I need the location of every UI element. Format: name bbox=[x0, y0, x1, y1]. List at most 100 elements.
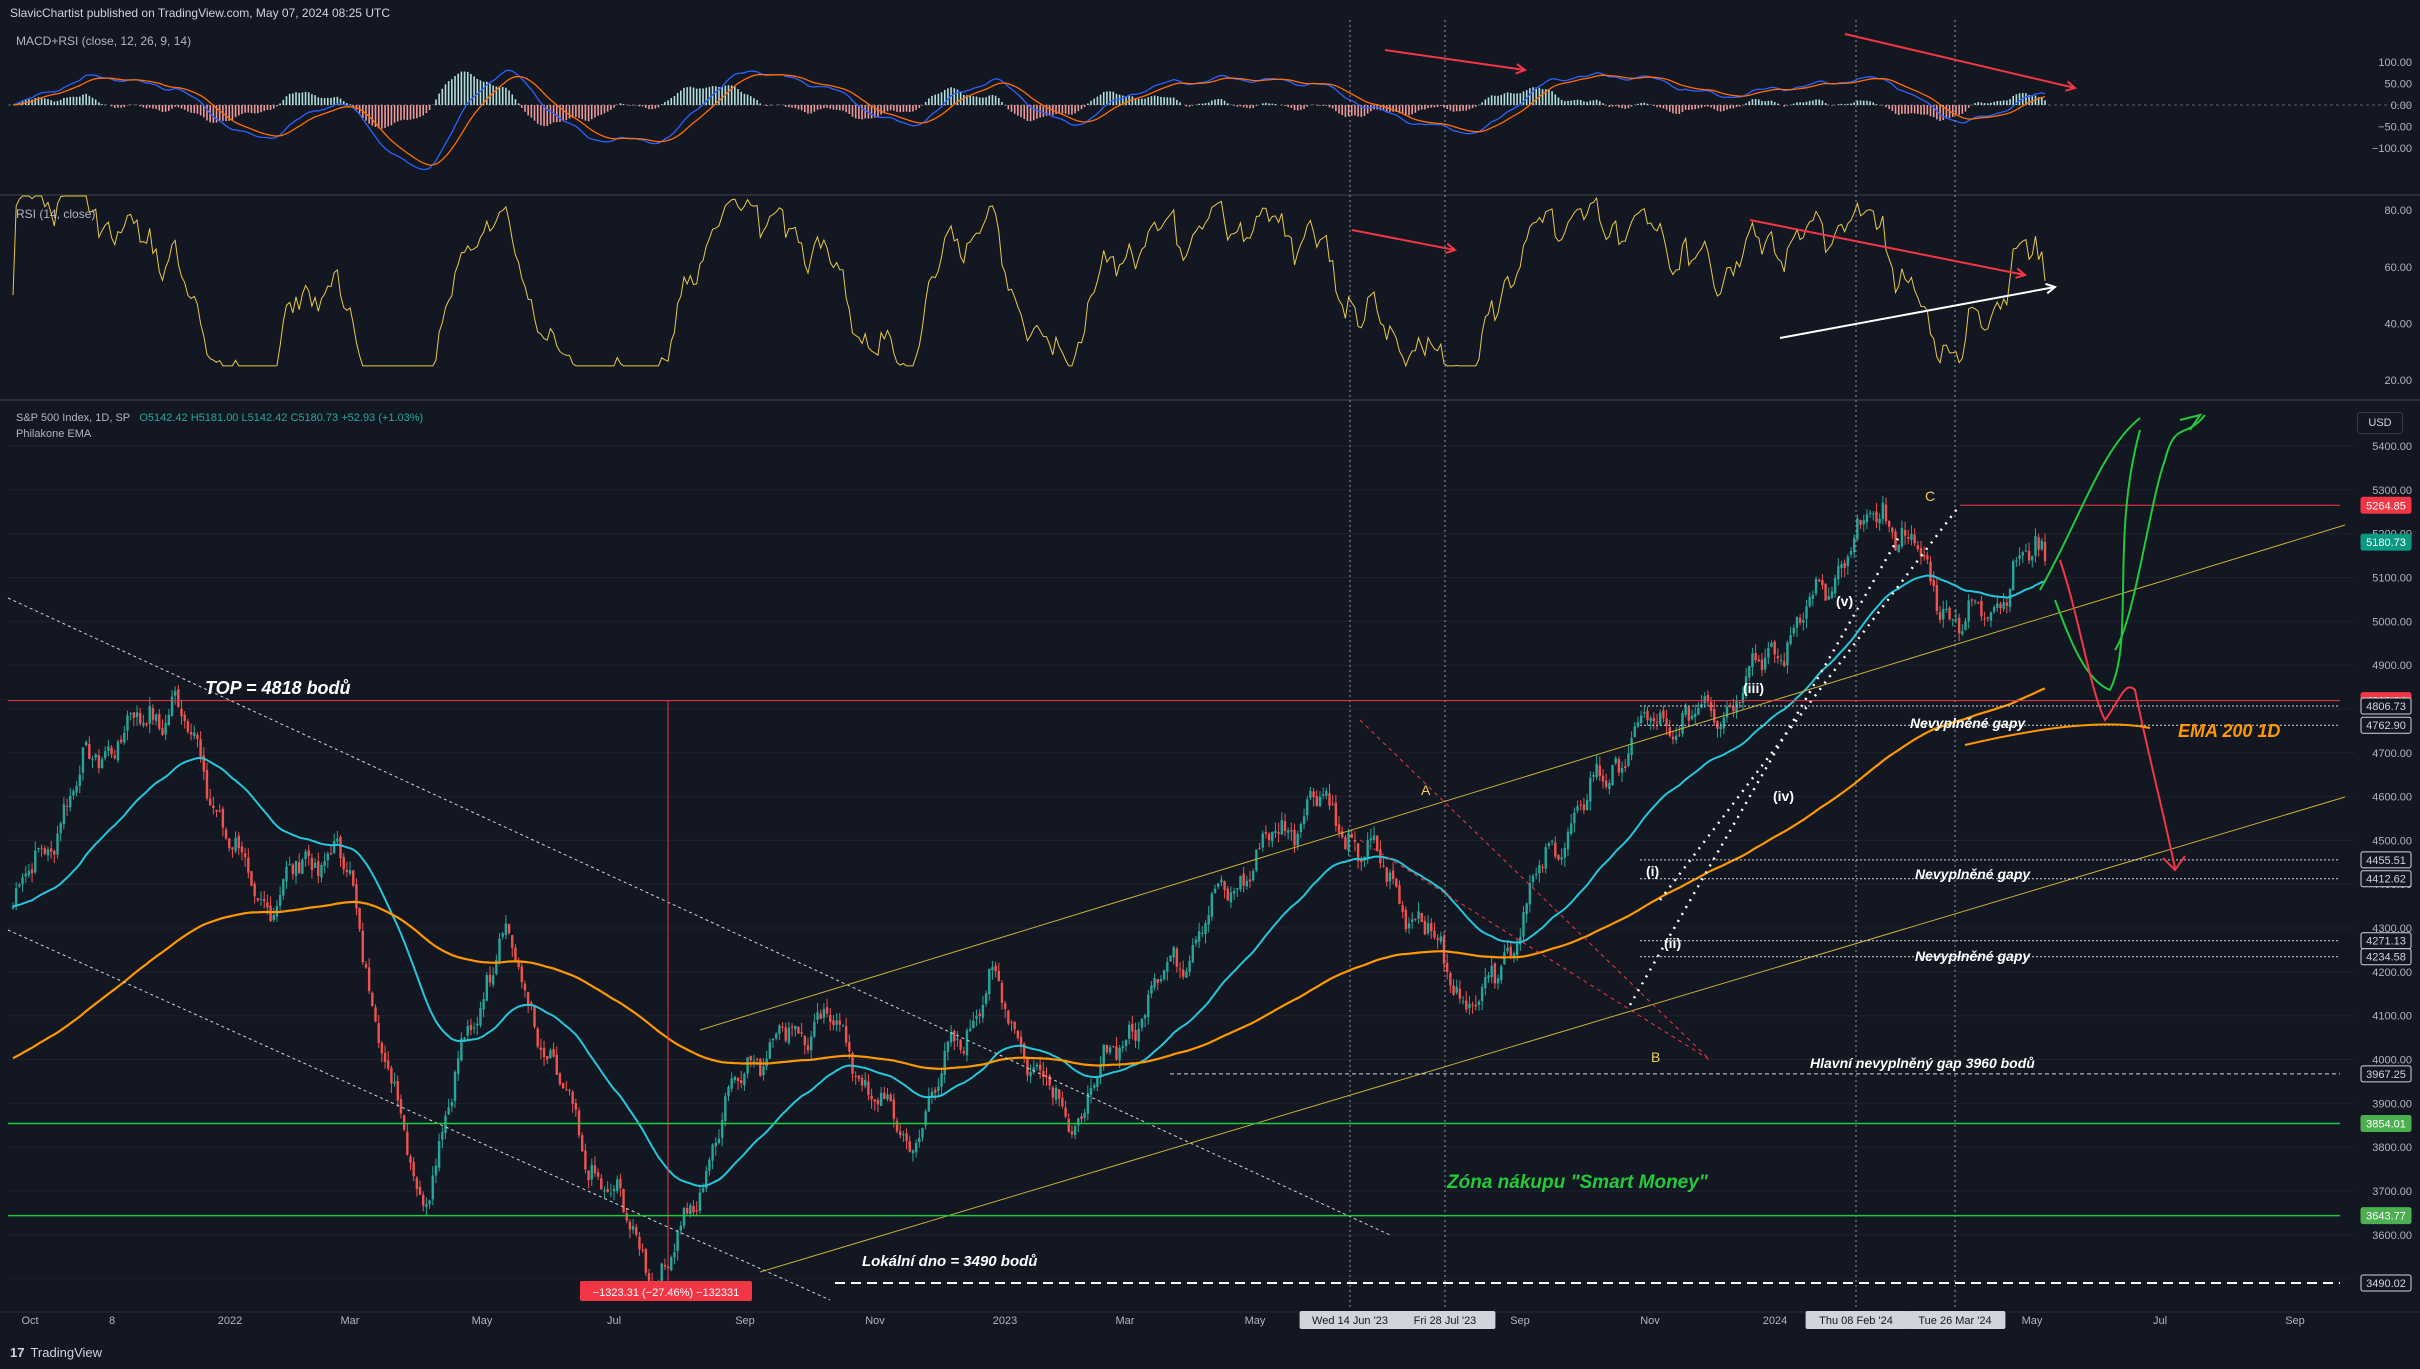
candle bbox=[208, 798, 212, 806]
ascending-channel-bottom bbox=[759, 796, 2346, 1273]
candle bbox=[498, 938, 501, 962]
candle bbox=[1859, 519, 1862, 525]
price-tick-label: 4200.00 bbox=[2372, 967, 2412, 979]
candle bbox=[1986, 617, 1989, 619]
time-tick-label: May bbox=[1245, 1315, 1266, 1327]
candle bbox=[380, 1042, 384, 1054]
rsi-tick-label: 20.00 bbox=[2384, 375, 2412, 387]
candle bbox=[1331, 804, 1334, 806]
candle bbox=[526, 992, 530, 1005]
candle bbox=[590, 1164, 593, 1180]
candle bbox=[1347, 832, 1350, 851]
candle bbox=[1728, 705, 1732, 707]
candle bbox=[1713, 708, 1716, 723]
candle bbox=[504, 923, 508, 935]
candle bbox=[110, 747, 113, 755]
candle bbox=[2002, 602, 2005, 609]
candle bbox=[552, 1049, 555, 1057]
candle bbox=[1067, 1118, 1070, 1132]
candle bbox=[596, 1172, 600, 1177]
candle bbox=[949, 1032, 953, 1043]
indicator-label[interactable]: Philakone EMA bbox=[16, 428, 92, 440]
candle bbox=[1312, 791, 1315, 798]
candle bbox=[1061, 1097, 1064, 1107]
currency-button[interactable]: USD bbox=[2357, 412, 2403, 434]
price-label-box bbox=[2360, 1065, 2412, 1083]
candle bbox=[1684, 705, 1687, 715]
candle bbox=[1471, 1004, 1474, 1006]
ohlc-open: O5142.42 bbox=[139, 412, 188, 424]
candle bbox=[237, 835, 240, 849]
candle bbox=[892, 1099, 896, 1119]
ema-fast-line bbox=[12, 574, 2046, 1188]
tradingview-logo[interactable]: 17 TradingView bbox=[10, 1345, 103, 1360]
candle bbox=[1868, 512, 1872, 514]
candle bbox=[1410, 919, 1414, 923]
candle bbox=[1792, 627, 1795, 634]
candle bbox=[1891, 527, 1894, 533]
candle bbox=[1242, 873, 1245, 886]
price-label-box bbox=[2360, 496, 2412, 514]
candle bbox=[536, 1028, 539, 1047]
price-label-sm1: 3854.01 bbox=[2366, 1118, 2406, 1130]
candle bbox=[692, 1205, 695, 1213]
price-tick-label: 5100.00 bbox=[2372, 572, 2412, 584]
candle bbox=[1589, 777, 1592, 802]
candle bbox=[829, 1015, 832, 1022]
candle bbox=[1407, 923, 1411, 929]
candle bbox=[806, 1045, 810, 1051]
candle bbox=[1248, 879, 1252, 882]
candle bbox=[1535, 873, 1538, 875]
price-label-box bbox=[2360, 870, 2412, 888]
rsi-divergence-arrow-1-head bbox=[1445, 242, 1458, 254]
candle bbox=[2015, 560, 2018, 562]
candle bbox=[988, 968, 991, 995]
candle bbox=[959, 1039, 962, 1050]
candle bbox=[107, 746, 110, 751]
candle bbox=[1668, 727, 1671, 736]
price-tick-label: 4600.00 bbox=[2372, 792, 2412, 804]
candle bbox=[991, 967, 994, 971]
candle bbox=[1026, 1056, 1029, 1076]
candle bbox=[1337, 824, 1341, 834]
symbol-header[interactable]: S&P 500 Index, 1D, SP O5142.42 H5181.00 … bbox=[16, 412, 423, 424]
candle bbox=[1286, 830, 1290, 833]
candle bbox=[1016, 1030, 1020, 1039]
candle bbox=[730, 1078, 733, 1089]
candle bbox=[269, 905, 272, 922]
candle bbox=[132, 712, 136, 718]
candle bbox=[507, 923, 511, 934]
time-tick-label: May bbox=[472, 1315, 493, 1327]
candle bbox=[1213, 888, 1217, 894]
candle bbox=[1465, 1000, 1468, 1010]
candle bbox=[476, 1023, 479, 1026]
price-label-sm2: 3643.77 bbox=[2366, 1211, 2406, 1223]
candle bbox=[539, 1047, 543, 1051]
candle bbox=[848, 1042, 851, 1052]
candle bbox=[113, 755, 116, 759]
time-tick-label: Jul bbox=[607, 1315, 621, 1327]
candle bbox=[603, 1190, 606, 1192]
candle bbox=[911, 1150, 915, 1154]
candle bbox=[199, 739, 202, 758]
ema200-arrow bbox=[1964, 723, 2151, 746]
candle bbox=[1048, 1075, 1051, 1086]
candle bbox=[1903, 530, 1907, 536]
candle bbox=[1042, 1071, 1045, 1077]
candle bbox=[962, 1051, 966, 1054]
ohlc-low: L5142.42 bbox=[241, 412, 288, 424]
candle bbox=[234, 837, 237, 852]
candle bbox=[263, 899, 266, 902]
candle bbox=[1366, 840, 1369, 859]
candle bbox=[520, 966, 523, 983]
candle bbox=[1089, 1087, 1093, 1096]
candle bbox=[1560, 857, 1563, 860]
candle bbox=[1433, 930, 1436, 938]
macd-line bbox=[12, 69, 2046, 171]
ascending-channel-top bbox=[699, 524, 2346, 1031]
candle bbox=[24, 873, 27, 877]
candle bbox=[135, 712, 139, 718]
symbol-name[interactable]: S&P 500 Index, 1D, SP bbox=[16, 412, 131, 424]
candle bbox=[679, 1225, 682, 1231]
